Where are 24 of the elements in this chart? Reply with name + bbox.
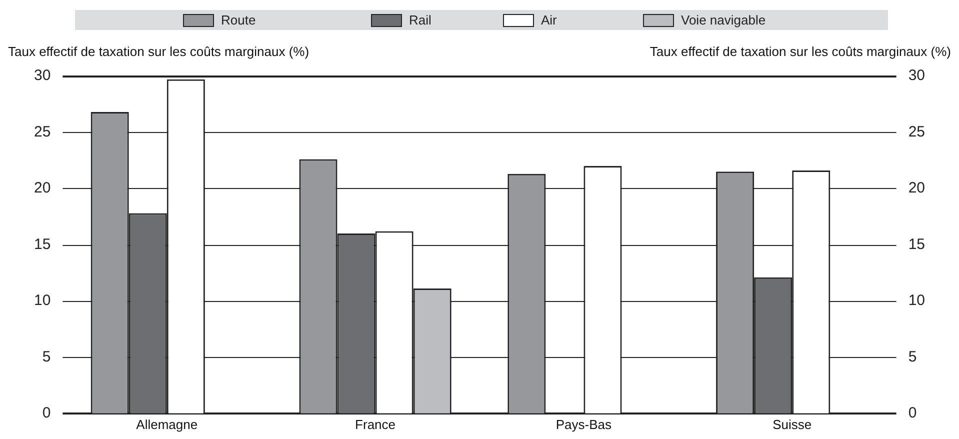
legend-label: Voie navigable xyxy=(681,12,766,28)
y2-tick-label: 10 xyxy=(908,292,926,310)
y2-tick-label: 20 xyxy=(908,180,926,197)
y-axis-title: Taux effectif de taxation sur les coûts marginaux (%) xyxy=(8,44,310,59)
y-tick-label: 0 xyxy=(42,404,51,422)
y-tick-label: 5 xyxy=(42,348,51,366)
y-tick-label: 15 xyxy=(34,236,51,253)
x-tick-label: Suisse xyxy=(772,416,812,432)
y2-tick-label: 30 xyxy=(908,67,926,84)
legend-label: Route xyxy=(221,12,256,28)
y2-tick-label: 0 xyxy=(908,404,917,422)
x-tick-label: Pays-Bas xyxy=(556,416,612,432)
y2-tick-label: 15 xyxy=(908,236,926,253)
y-tick-label: 30 xyxy=(34,67,51,84)
legend-label: Air xyxy=(541,12,558,28)
x-tick-label: Allemagne xyxy=(136,416,198,432)
y2-tick-label: 5 xyxy=(908,348,917,366)
y-tick-label: 20 xyxy=(34,180,51,197)
y2-axis-title: Taux effectif de taxation sur les coûts marginaux (%) xyxy=(650,44,951,59)
x-tick-label: France xyxy=(355,416,396,432)
y-tick-label: 25 xyxy=(34,123,51,140)
y-tick-label: 10 xyxy=(34,292,51,310)
legend-label: Rail xyxy=(409,12,432,28)
y2-tick-label: 25 xyxy=(908,123,926,140)
